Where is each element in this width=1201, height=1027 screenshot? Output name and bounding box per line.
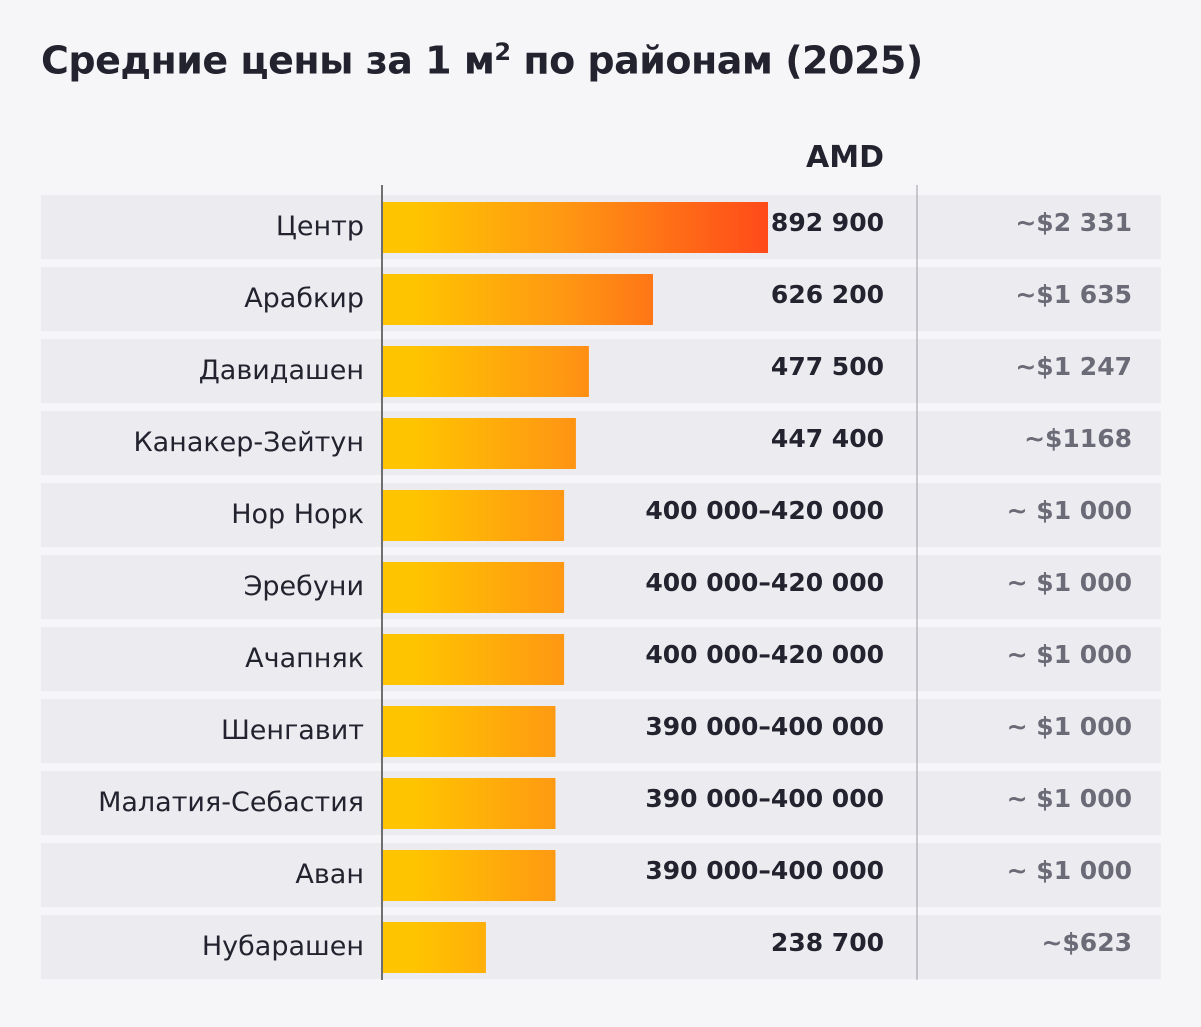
amd-value-label: 400 000–420 000: [645, 496, 884, 525]
usd-value-label: ~ $1 000: [1007, 568, 1132, 597]
category-label: Ачапняк: [245, 643, 364, 674]
row-background: [41, 699, 1161, 763]
amd-value-label: 390 000–400 000: [645, 712, 884, 741]
amd-value-label: 390 000–400 000: [645, 856, 884, 885]
bar: [383, 418, 576, 469]
row-background: [41, 483, 1161, 547]
usd-value-label: ~ $1 000: [1007, 640, 1132, 669]
row-background: [41, 339, 1161, 403]
bar: [383, 202, 768, 253]
category-label: Аван: [295, 859, 364, 890]
title-superscript: 2: [494, 38, 511, 66]
row-background: [41, 771, 1161, 835]
title-text: Средние цены за 1 м: [41, 38, 495, 83]
bar: [383, 346, 589, 397]
amd-value-label: 400 000–420 000: [645, 640, 884, 669]
usd-value-label: ~$1 247: [1015, 352, 1132, 381]
row-background: [41, 555, 1161, 619]
bar: [383, 706, 556, 757]
usd-value-label: ~$1168: [1024, 424, 1132, 453]
amd-value-label: 447 400: [771, 424, 884, 453]
category-label: Шенгавит: [221, 715, 364, 746]
usd-value-label: ~$2 331: [1015, 208, 1132, 237]
category-label: Нор Норк: [231, 499, 364, 530]
amd-value-label: 238 700: [771, 928, 884, 957]
category-label: Эребуни: [244, 571, 364, 602]
usd-value-label: ~ $1 000: [1007, 712, 1132, 741]
category-label: Малатия-Себастия: [98, 787, 364, 818]
category-label: Давидашен: [199, 355, 364, 386]
category-label: Нубарашен: [202, 931, 364, 962]
bar: [383, 634, 565, 685]
chart-title: Средние цены за 1 м2 по районам (2025): [41, 38, 923, 83]
row-background: [41, 627, 1161, 691]
usd-value-label: ~$623: [1041, 928, 1132, 957]
bar: [383, 922, 486, 973]
amd-value-label: 477 500: [771, 352, 884, 381]
amd-value-label: 892 900: [771, 208, 884, 237]
category-label: Канакер-Зейтун: [133, 427, 364, 458]
usd-value-label: ~ $1 000: [1007, 784, 1132, 813]
amd-value-label: 390 000–400 000: [645, 784, 884, 813]
category-label: Центр: [276, 211, 364, 242]
title-tail: по районам (2025): [510, 38, 923, 83]
category-label: Арабкир: [244, 283, 364, 314]
bar: [383, 562, 565, 613]
usd-value-label: ~ $1 000: [1007, 856, 1132, 885]
amd-value-label: 400 000–420 000: [645, 568, 884, 597]
unit-label: AMD: [806, 140, 884, 175]
usd-value-label: ~ $1 000: [1007, 496, 1132, 525]
row-background: [41, 843, 1161, 907]
usd-value-label: ~$1 635: [1015, 280, 1132, 309]
bar: [383, 850, 556, 901]
row-background: [41, 915, 1161, 979]
amd-value-label: 626 200: [771, 280, 884, 309]
bar: [383, 274, 654, 325]
bar: [383, 490, 565, 541]
bar: [383, 778, 556, 829]
row-background: [41, 411, 1161, 475]
